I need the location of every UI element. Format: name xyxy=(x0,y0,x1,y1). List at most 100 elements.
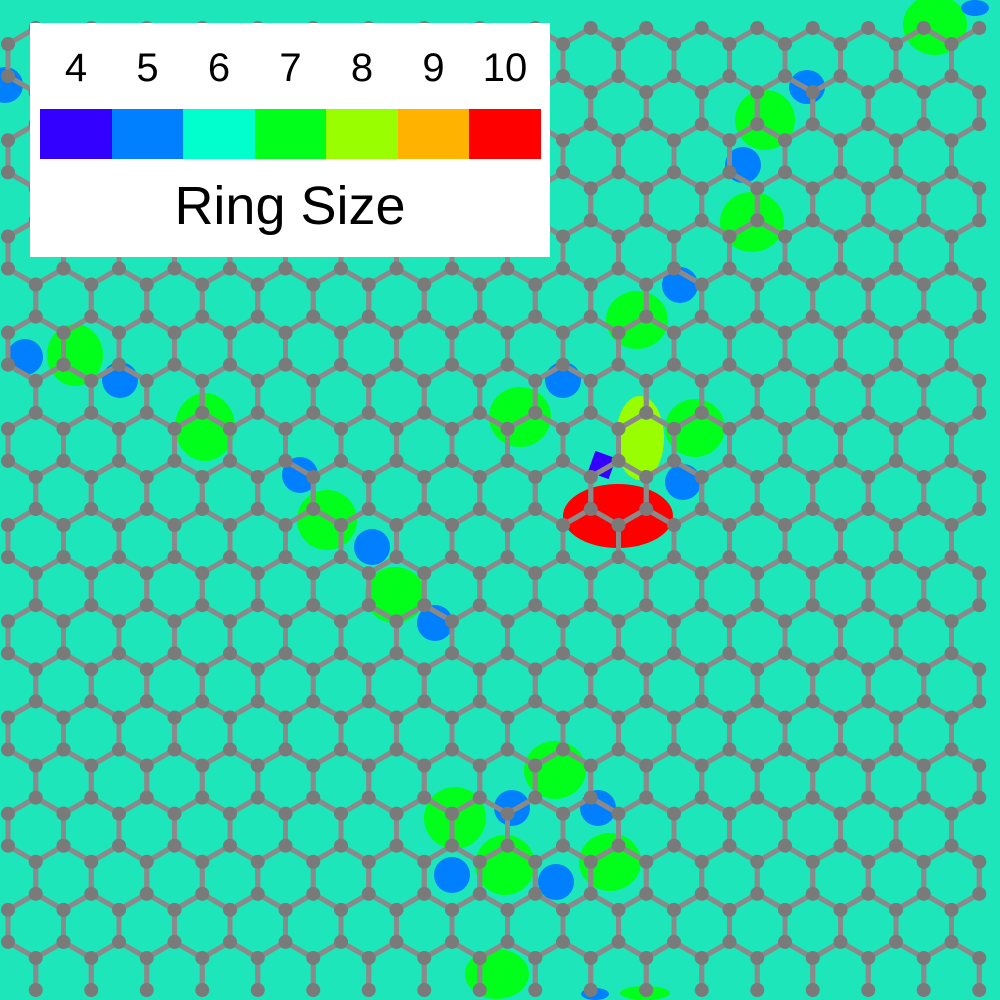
ring-5-defect xyxy=(538,864,574,900)
carbon-atom xyxy=(722,838,737,853)
carbon-atom xyxy=(778,934,792,949)
carbon-atom xyxy=(805,181,820,196)
carbon-atom xyxy=(112,806,126,821)
carbon-atom xyxy=(28,790,43,805)
carbon-atom xyxy=(472,277,487,292)
carbon-atom xyxy=(722,325,737,340)
carbon-atom xyxy=(694,85,709,100)
carbon-atom xyxy=(250,950,265,965)
carbon-atom xyxy=(667,261,681,276)
carbon-atom xyxy=(944,806,959,821)
carbon-atom xyxy=(722,133,737,148)
carbon-atom xyxy=(916,758,931,773)
carbon-atom xyxy=(500,453,515,468)
carbon-atom xyxy=(56,710,71,725)
carbon-atom xyxy=(833,325,848,340)
carbon-atom xyxy=(195,373,210,388)
carbon-atom xyxy=(694,469,709,484)
carbon-atom xyxy=(861,373,876,388)
carbon-atom xyxy=(944,710,959,725)
carbon-atom xyxy=(112,742,126,757)
carbon-atom xyxy=(500,550,515,565)
carbon-atom xyxy=(778,710,792,725)
ring-5-defect xyxy=(961,0,989,16)
carbon-atom xyxy=(500,325,515,340)
carbon-atom xyxy=(778,229,792,244)
carbon-atom xyxy=(972,662,987,677)
carbon-atom xyxy=(167,710,182,725)
carbon-atom xyxy=(805,886,820,901)
carbon-atom xyxy=(167,421,182,436)
carbon-atom xyxy=(861,502,876,517)
carbon-atom xyxy=(167,934,182,949)
carbon-atom xyxy=(916,405,931,420)
carbon-atom xyxy=(250,566,265,581)
carbon-atom xyxy=(112,838,126,853)
carbon-atom xyxy=(889,69,903,84)
carbon-atom xyxy=(916,502,931,517)
carbon-atom xyxy=(139,886,154,901)
carbon-atom xyxy=(694,502,709,517)
carbon-atom xyxy=(139,983,154,998)
carbon-atom xyxy=(1,550,15,565)
carbon-atom xyxy=(694,566,709,581)
carbon-atom xyxy=(500,646,515,661)
carbon-atom xyxy=(1,69,15,84)
carbon-atom xyxy=(306,983,321,998)
carbon-atom xyxy=(694,950,709,965)
carbon-atom xyxy=(750,309,765,324)
carbon-atom xyxy=(583,117,598,132)
carbon-atom xyxy=(112,902,126,917)
carbon-atom xyxy=(722,902,737,917)
carbon-atom xyxy=(445,742,459,757)
carbon-atom xyxy=(28,502,43,517)
carbon-atom xyxy=(334,453,348,468)
carbon-atom xyxy=(250,886,265,901)
carbon-atom xyxy=(750,277,765,292)
carbon-atom xyxy=(750,662,765,677)
carbon-atom xyxy=(278,742,293,757)
carbon-atom xyxy=(1,261,15,276)
carbon-atom xyxy=(861,309,876,324)
carbon-atom xyxy=(944,229,959,244)
carbon-atom xyxy=(833,646,848,661)
carbon-atom xyxy=(28,373,43,388)
carbon-atom xyxy=(250,854,265,869)
carbon-atom xyxy=(139,277,154,292)
carbon-atom xyxy=(528,405,543,420)
carbon-atom xyxy=(916,790,931,805)
carbon-atom xyxy=(833,742,848,757)
carbon-atom xyxy=(833,550,848,565)
carbon-atom xyxy=(389,357,404,372)
carbon-atom xyxy=(805,854,820,869)
carbon-atom xyxy=(639,790,654,805)
carbon-atom xyxy=(639,983,654,998)
carbon-atom xyxy=(861,694,876,709)
carbon-atom xyxy=(195,983,210,998)
carbon-atom xyxy=(639,854,654,869)
carbon-atom xyxy=(28,566,43,581)
carbon-atom xyxy=(112,421,126,436)
carbon-atom xyxy=(167,261,182,276)
ring-5-defect xyxy=(354,529,390,565)
carbon-atom xyxy=(195,502,210,517)
carbon-atom xyxy=(916,854,931,869)
carbon-atom xyxy=(306,502,321,517)
carbon-atom xyxy=(556,934,570,949)
carbon-atom xyxy=(278,646,293,661)
carbon-atom xyxy=(472,309,487,324)
carbon-atom xyxy=(694,21,709,36)
carbon-atom xyxy=(805,309,820,324)
carbon-atom xyxy=(583,598,598,613)
carbon-atom xyxy=(722,421,737,436)
carbon-atom xyxy=(1,902,15,917)
carbon-atom xyxy=(361,662,376,677)
carbon-atom xyxy=(195,309,210,324)
carbon-atom xyxy=(556,838,570,853)
carbon-atom xyxy=(84,662,99,677)
carbon-atom xyxy=(639,694,654,709)
carbon-atom xyxy=(778,742,792,757)
carbon-atom xyxy=(778,550,792,565)
carbon-atom xyxy=(139,662,154,677)
carbon-atom xyxy=(972,758,987,773)
